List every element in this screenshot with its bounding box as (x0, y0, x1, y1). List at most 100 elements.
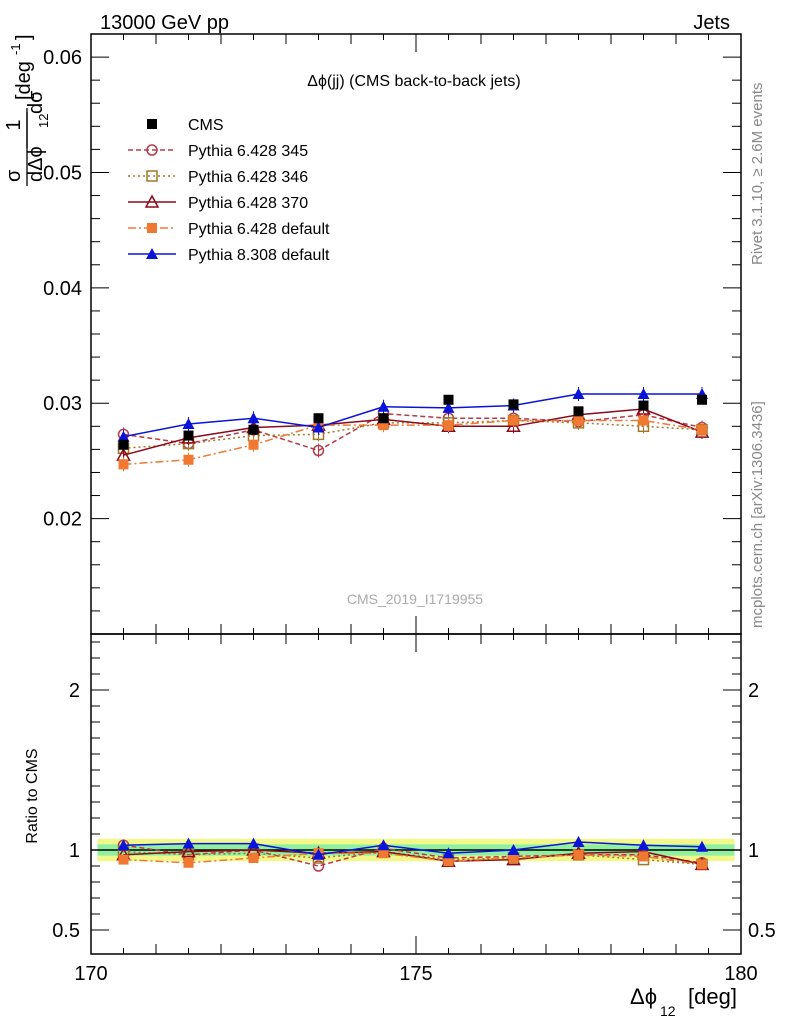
svg-text:σ: σ (3, 169, 25, 182)
ratio-point (443, 856, 454, 867)
ratio-point (696, 840, 708, 852)
side-label-bottom: mcplots.cern.ch [arXiv:1306.3436] (749, 401, 766, 628)
header-left: 13000 GeV pp (100, 12, 229, 34)
header-right: Jets (693, 12, 730, 34)
legend-marker (144, 194, 160, 208)
ratio-plot-frame (90, 633, 742, 955)
data-point (247, 412, 260, 424)
svg-text:12: 12 (660, 1003, 676, 1019)
series-line (123, 393, 702, 438)
ratio-y-tick-label-right: 0.5 (748, 920, 776, 942)
svg-text:dΔϕ: dΔϕ (25, 146, 47, 182)
ratio-point (637, 839, 650, 851)
y-tick-label: 0.04 (43, 278, 82, 300)
ratio-point (442, 847, 455, 859)
data-point (637, 388, 650, 399)
ratio-point (638, 851, 649, 862)
series-3 (116, 401, 710, 463)
svg-text:-1: -1 (8, 43, 23, 55)
data-point (638, 400, 649, 411)
ratio-y-tick-label: 0.5 (52, 920, 80, 942)
data-point (118, 439, 129, 450)
ratio-point (182, 837, 195, 849)
ratio-point (248, 853, 259, 863)
y-tick-label: 0.06 (43, 47, 82, 69)
series-0 (118, 394, 707, 450)
ratio-y-tick-label: 2 (69, 680, 80, 702)
data-point (508, 399, 519, 410)
side-label-top: Rivet 3.1.10, ≥ 2.6M events (749, 83, 766, 266)
data-point (697, 394, 707, 405)
ratio-point (377, 839, 390, 851)
main-y-axis-title: 1 dσ σ dΔϕ 12 [deg -1 ] (3, 34, 51, 186)
data-point (573, 406, 584, 417)
y-tick-label: 0.05 (43, 162, 82, 184)
svg-text:dσ: dσ (25, 90, 47, 114)
legend-label: Pythia 6.428 370 (188, 195, 308, 212)
svg-text:]: ] (13, 34, 35, 40)
data-point (182, 418, 195, 429)
legend-marker (146, 170, 158, 182)
legend-label: Pythia 6.428 346 (188, 169, 308, 186)
ratio-y-tick-label-right: 1 (748, 840, 759, 862)
y-tick-label: 0.03 (43, 393, 82, 415)
ratio-point (183, 857, 194, 868)
data-point (312, 421, 325, 433)
data-point (312, 444, 325, 457)
data-point (378, 420, 389, 431)
data-point (183, 430, 194, 441)
legend-marker (146, 248, 158, 259)
data-point (118, 459, 129, 470)
ratio-point (247, 837, 260, 849)
svg-text:Δϕ: Δϕ (630, 984, 657, 1009)
ratio-y-tick-label-right: 2 (748, 680, 759, 702)
legend-label: CMS (188, 117, 224, 134)
ratio-line (123, 844, 703, 867)
x-axis-title: Δϕ 12 [deg] (630, 984, 737, 1019)
x-tick-label: 170 (74, 963, 107, 985)
data-point (313, 413, 324, 424)
ratio-line (123, 849, 703, 866)
data-point (377, 400, 390, 412)
data-point (183, 454, 194, 465)
series-line (123, 419, 703, 466)
x-tick-label: 175 (399, 963, 432, 985)
ratio-point (572, 836, 585, 847)
data-point (572, 388, 585, 399)
data-point (443, 420, 454, 431)
svg-text:[deg: [deg (13, 61, 35, 100)
ratio-point (312, 860, 325, 872)
ratio-point (181, 844, 196, 858)
x-tick-label: 180 (724, 963, 757, 985)
ratio-point (118, 854, 129, 865)
ratio-point (508, 853, 519, 863)
legend-label: Pythia 6.428 345 (188, 143, 308, 160)
ratio-series-4 (117, 836, 708, 860)
ratio-line (123, 852, 703, 866)
ratio-y-axis-title: Ratio to CMS (24, 748, 41, 843)
plot-title: Δϕ(jj) (CMS back-to-back jets) (307, 73, 520, 90)
ratio-line (123, 841, 703, 856)
legend: CMS Pythia 6.428 345 Pythia 6.428 346 Pythi… (128, 117, 330, 264)
series-1 (117, 406, 708, 458)
legend-marker (146, 144, 158, 156)
ratio-point (312, 848, 325, 860)
ratio-point (697, 859, 707, 870)
series-line (123, 412, 703, 452)
data-point (117, 430, 130, 442)
svg-text:12: 12 (36, 114, 51, 128)
legend-marker (147, 119, 157, 129)
data-point (378, 413, 389, 424)
legend-label: Pythia 6.428 default (188, 221, 330, 238)
data-point (443, 394, 454, 405)
ratio-point (573, 849, 584, 860)
data-point (248, 439, 259, 450)
data-point (508, 415, 519, 426)
data-point (248, 424, 259, 435)
ratio-y-tick-label: 1 (69, 840, 80, 862)
svg-text:[deg]: [deg] (688, 984, 737, 1009)
data-point (573, 415, 584, 426)
ratio-point (117, 839, 130, 851)
watermark: CMS_2019_I1719955 (347, 591, 483, 607)
